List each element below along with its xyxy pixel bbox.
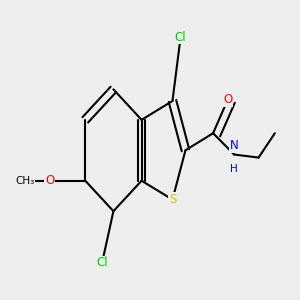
Text: O: O [223,93,232,106]
Text: S: S [169,193,176,206]
Text: H: H [230,164,238,174]
Text: Cl: Cl [175,31,186,44]
Text: N: N [230,139,239,152]
Text: CH₃: CH₃ [16,176,35,186]
Text: O: O [45,174,54,187]
Text: Cl: Cl [96,256,108,269]
